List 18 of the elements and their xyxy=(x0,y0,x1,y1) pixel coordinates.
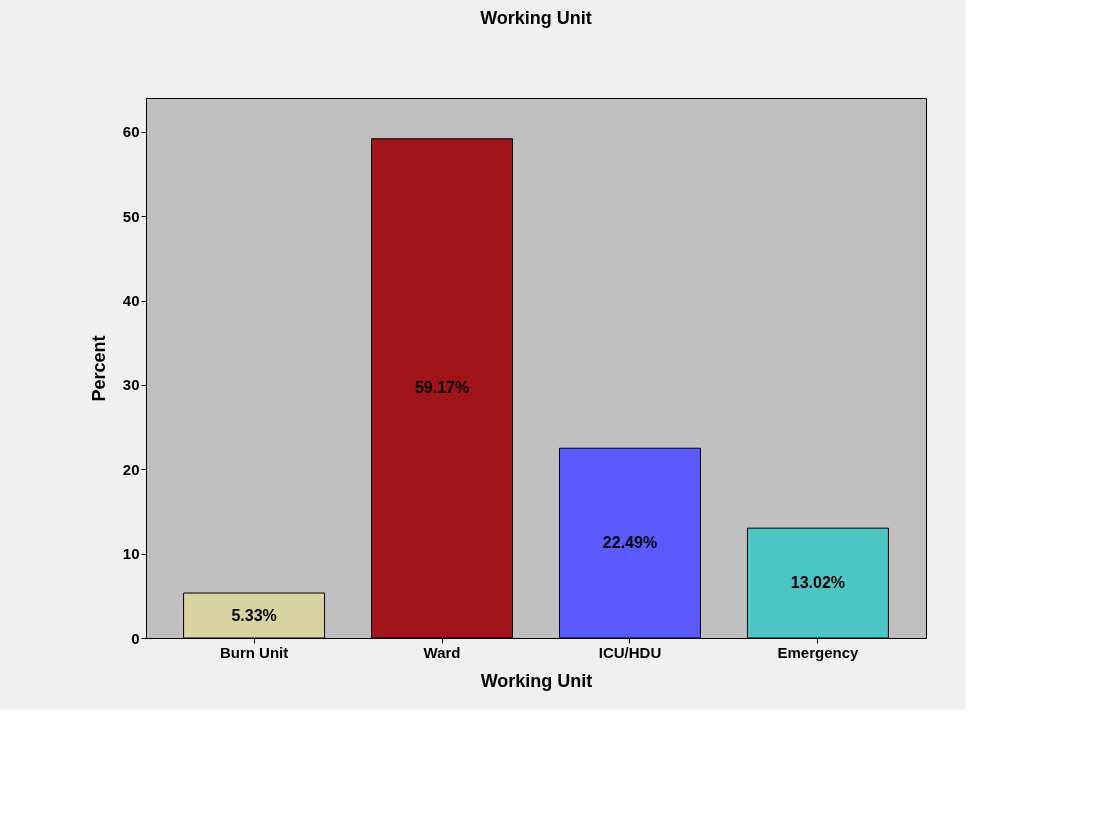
y-tick-label: 20 xyxy=(122,460,140,478)
y-tick-label: 40 xyxy=(122,292,140,309)
y-tick-label: 0 xyxy=(131,629,140,647)
y-tick-label: 10 xyxy=(122,545,140,563)
y-axis-title: Percent xyxy=(88,335,109,402)
data-label: 13.02% xyxy=(790,574,846,592)
x-tick-label: Emergency xyxy=(777,643,860,661)
y-tick-label: 50 xyxy=(122,207,140,225)
x-axis-title: Working Unit xyxy=(480,670,593,691)
data-label: 5.33% xyxy=(231,606,277,624)
chart-title: Working Unit xyxy=(480,8,592,28)
data-label: 22.49% xyxy=(602,534,658,552)
x-tick-label: Ward xyxy=(423,643,461,661)
x-tick-label: Burn Unit xyxy=(219,643,289,661)
y-tick-label: 30 xyxy=(122,376,140,394)
x-tick-label: ICU/HDU xyxy=(598,643,662,661)
y-tick-label: 60 xyxy=(122,123,140,141)
data-label: 59.17% xyxy=(414,379,470,397)
